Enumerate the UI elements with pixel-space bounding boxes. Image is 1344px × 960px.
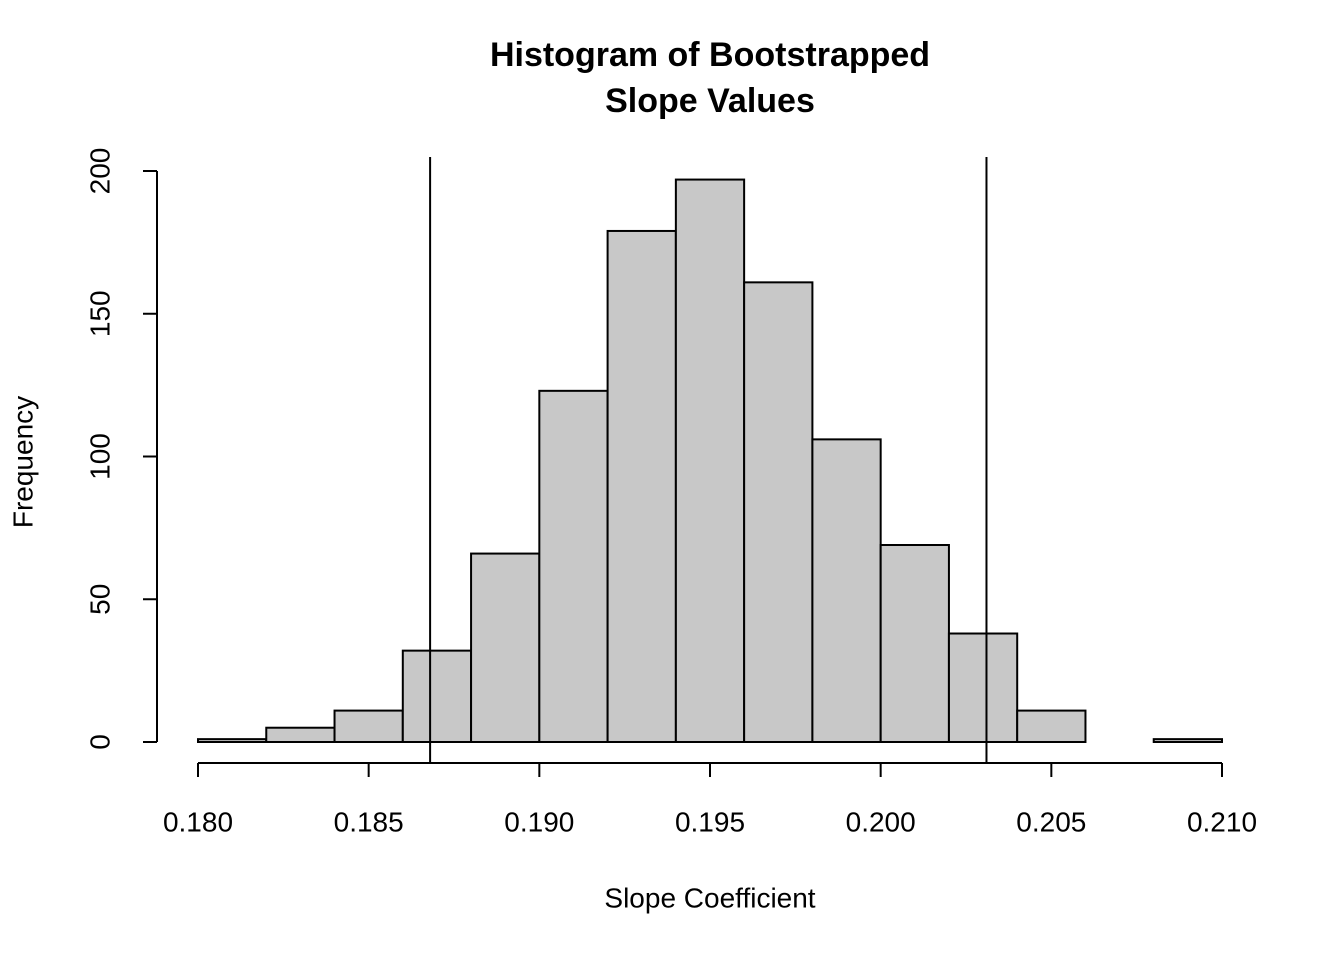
x-tick-label: 0.195 [675, 806, 745, 837]
bar [743, 281, 814, 743]
y-tick-label: 200 [84, 148, 115, 195]
bar [879, 544, 950, 743]
x-tick-label: 0.190 [504, 806, 574, 837]
bar [811, 438, 882, 743]
x-tick-label: 0.185 [334, 806, 404, 837]
y-tick-label: 50 [84, 584, 115, 615]
bar [401, 649, 473, 744]
bar [333, 709, 404, 743]
bar [470, 552, 541, 743]
bar [674, 178, 746, 743]
chart-title: Slope Values [605, 82, 815, 120]
x-axis-label: Slope Coefficient [604, 882, 815, 913]
bar [265, 726, 336, 743]
x-tick-label: 0.200 [846, 806, 916, 837]
bar [606, 229, 677, 744]
chart-title: Histogram of Bootstrapped [490, 36, 930, 74]
bar [1016, 709, 1087, 743]
y-tick-label: 150 [84, 290, 115, 337]
y-axis-label: Frequency [7, 396, 38, 528]
y-tick-label: 100 [84, 433, 115, 480]
x-tick-label: 0.205 [1016, 806, 1086, 837]
bar [197, 738, 268, 744]
bar [1152, 738, 1223, 744]
x-tick-label: 0.210 [1187, 806, 1257, 837]
y-tick-label: 0 [84, 734, 115, 750]
x-tick-label: 0.180 [163, 806, 233, 837]
bar [947, 632, 1019, 744]
bar [538, 389, 609, 743]
